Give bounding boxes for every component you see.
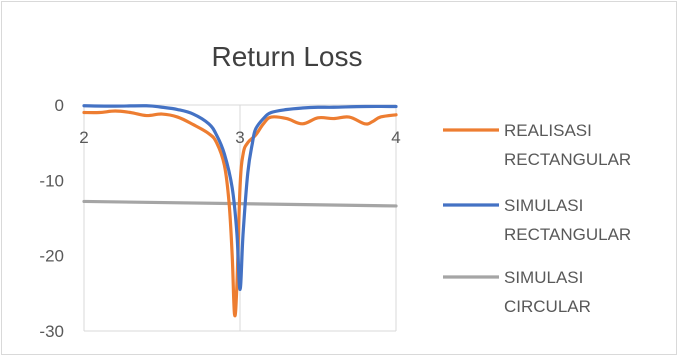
y-tick-label: 0 (55, 96, 64, 115)
legend-item-simulasi-rectangular: SIMULASI RECTANGULAR (443, 196, 631, 244)
legend: REALISASI RECTANGULAR SIMULASI RECTANGULAR S… (443, 121, 631, 316)
legend-label: REALISASI RECTANGULAR (504, 121, 631, 169)
legend-item-simulasi-circular: SIMULASI CIRCULAR (443, 268, 591, 316)
x-tick-label: 2 (79, 128, 88, 147)
y-tick-label: -20 (39, 247, 64, 266)
y-tick-label: -10 (39, 171, 64, 190)
x-tick-label: 4 (391, 128, 400, 147)
legend-label: SIMULASI RECTANGULAR (504, 196, 631, 244)
x-axis-ticks: 2 3 4 (79, 128, 400, 147)
plot-area (82, 104, 398, 332)
x-tick-label: 3 (235, 128, 244, 147)
chart-title: Return Loss (212, 41, 363, 72)
legend-label: SIMULASI CIRCULAR (504, 268, 591, 316)
y-tick-label: -30 (39, 322, 64, 341)
y-axis-ticks: 0 -10 -20 -30 (39, 96, 64, 341)
series-simulasi-rectangular-line (82, 104, 398, 292)
legend-item-realisasi-rectangular: REALISASI RECTANGULAR (443, 121, 631, 169)
